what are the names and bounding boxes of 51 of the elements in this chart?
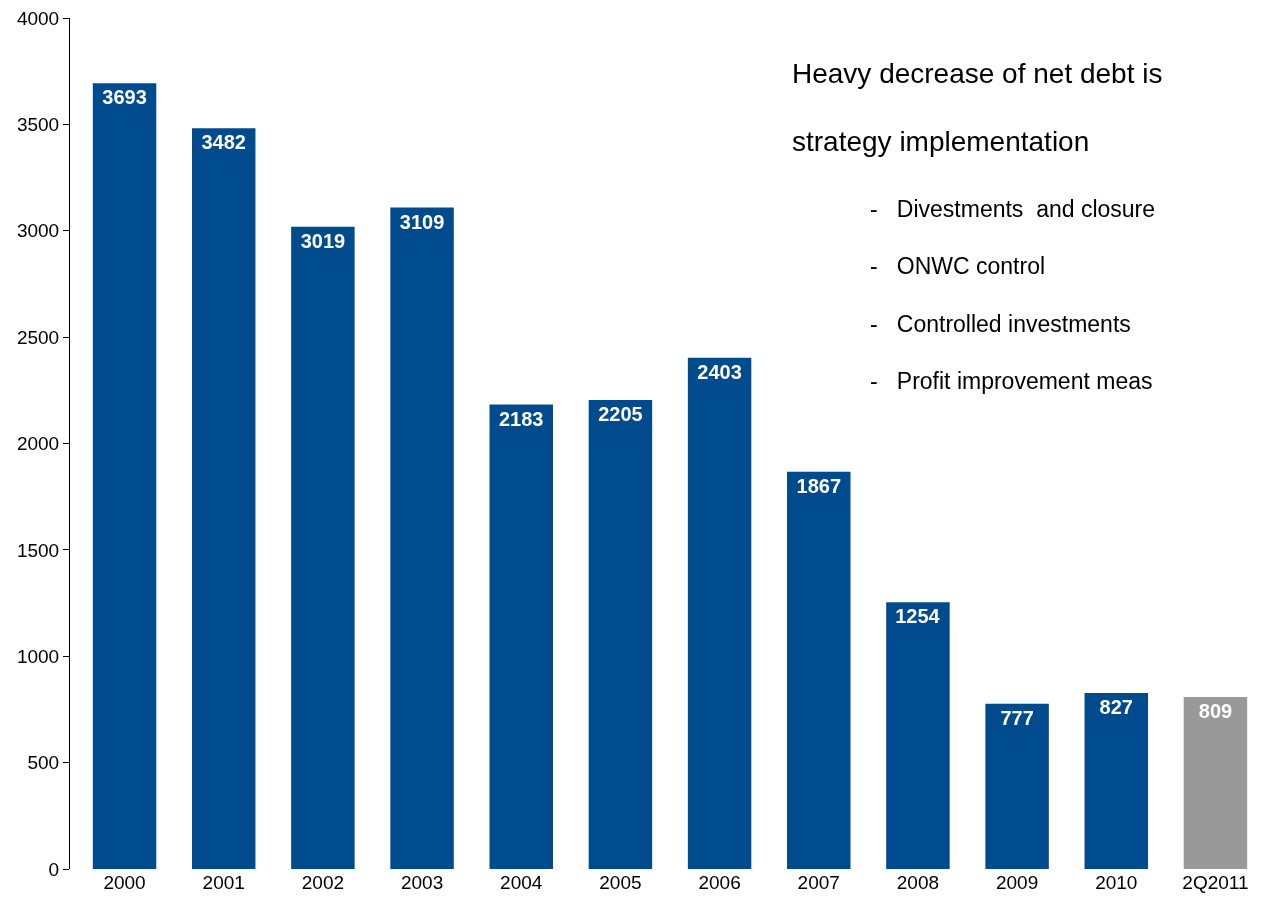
x-tick-label: 2000 (103, 872, 146, 893)
x-tick-label: 2008 (896, 872, 940, 893)
bar (1084, 693, 1149, 869)
annotation: strategy implementation (792, 126, 1090, 157)
data-label: 3109 (399, 210, 445, 233)
bar (390, 207, 454, 869)
annotation: - Controlled investments (870, 311, 1131, 337)
x-tick-label: 2Q2011 (1182, 872, 1249, 893)
data-label: 2403 (697, 360, 742, 383)
bar (687, 357, 752, 869)
annotation: - ONWC control (870, 253, 1046, 279)
data-label: 809 (1198, 699, 1233, 722)
data-label: 3482 (201, 131, 246, 154)
annotation: - Profit improvement meas (870, 368, 1153, 394)
data-label: 3693 (102, 86, 147, 109)
data-label: 1254 (895, 605, 941, 628)
bar (191, 128, 256, 869)
bar (588, 399, 653, 869)
x-tick-label: 2005 (599, 872, 642, 893)
data-label: 2205 (598, 402, 643, 425)
bar (886, 602, 950, 869)
y-tick-label: 1500 (16, 539, 60, 561)
x-tick-label: 2006 (698, 872, 741, 893)
y-tick-label: 1000 (16, 645, 60, 667)
y-tick-label: 3000 (16, 220, 60, 242)
bar (985, 703, 1049, 869)
y-tick-label: 4000 (16, 7, 60, 29)
x-tick-label: 2004 (500, 872, 543, 893)
y-tick-label: 3500 (16, 114, 60, 136)
data-label: 1867 (796, 474, 842, 497)
x-tick-label: 2007 (797, 872, 840, 893)
x-tick-label: 2001 (202, 872, 245, 893)
y-tick-label: 2500 (16, 326, 60, 348)
data-label: 827 (1099, 696, 1133, 719)
x-tick-label: 2002 (301, 872, 345, 893)
x-tick-label: 2009 (995, 872, 1039, 893)
y-tick-label: 2000 (16, 433, 60, 455)
annotation: - Divestments and closure (870, 196, 1156, 222)
data-label: 2183 (498, 407, 544, 430)
bar (489, 404, 553, 869)
data-label: 3019 (300, 229, 346, 252)
data-label: 777 (1000, 706, 1034, 729)
bar (291, 226, 355, 869)
y-tick-label: 0 (48, 858, 60, 880)
bar (92, 83, 157, 869)
x-tick-label: 2010 (1095, 872, 1138, 893)
bar (787, 471, 851, 869)
bar (1183, 696, 1248, 869)
x-tick-label: 2003 (400, 872, 444, 893)
y-tick-label: 500 (27, 752, 60, 774)
annotation: Heavy decrease of net debt is (792, 58, 1163, 89)
